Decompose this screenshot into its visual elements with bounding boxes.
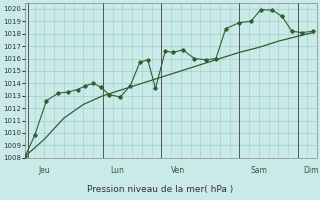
Text: Ven: Ven (171, 166, 185, 175)
Text: Pression niveau de la mer( hPa ): Pression niveau de la mer( hPa ) (87, 185, 233, 194)
Text: Jeu: Jeu (39, 166, 50, 175)
Text: Dim: Dim (304, 166, 319, 175)
Text: Sam: Sam (251, 166, 268, 175)
Text: Lun: Lun (111, 166, 124, 175)
